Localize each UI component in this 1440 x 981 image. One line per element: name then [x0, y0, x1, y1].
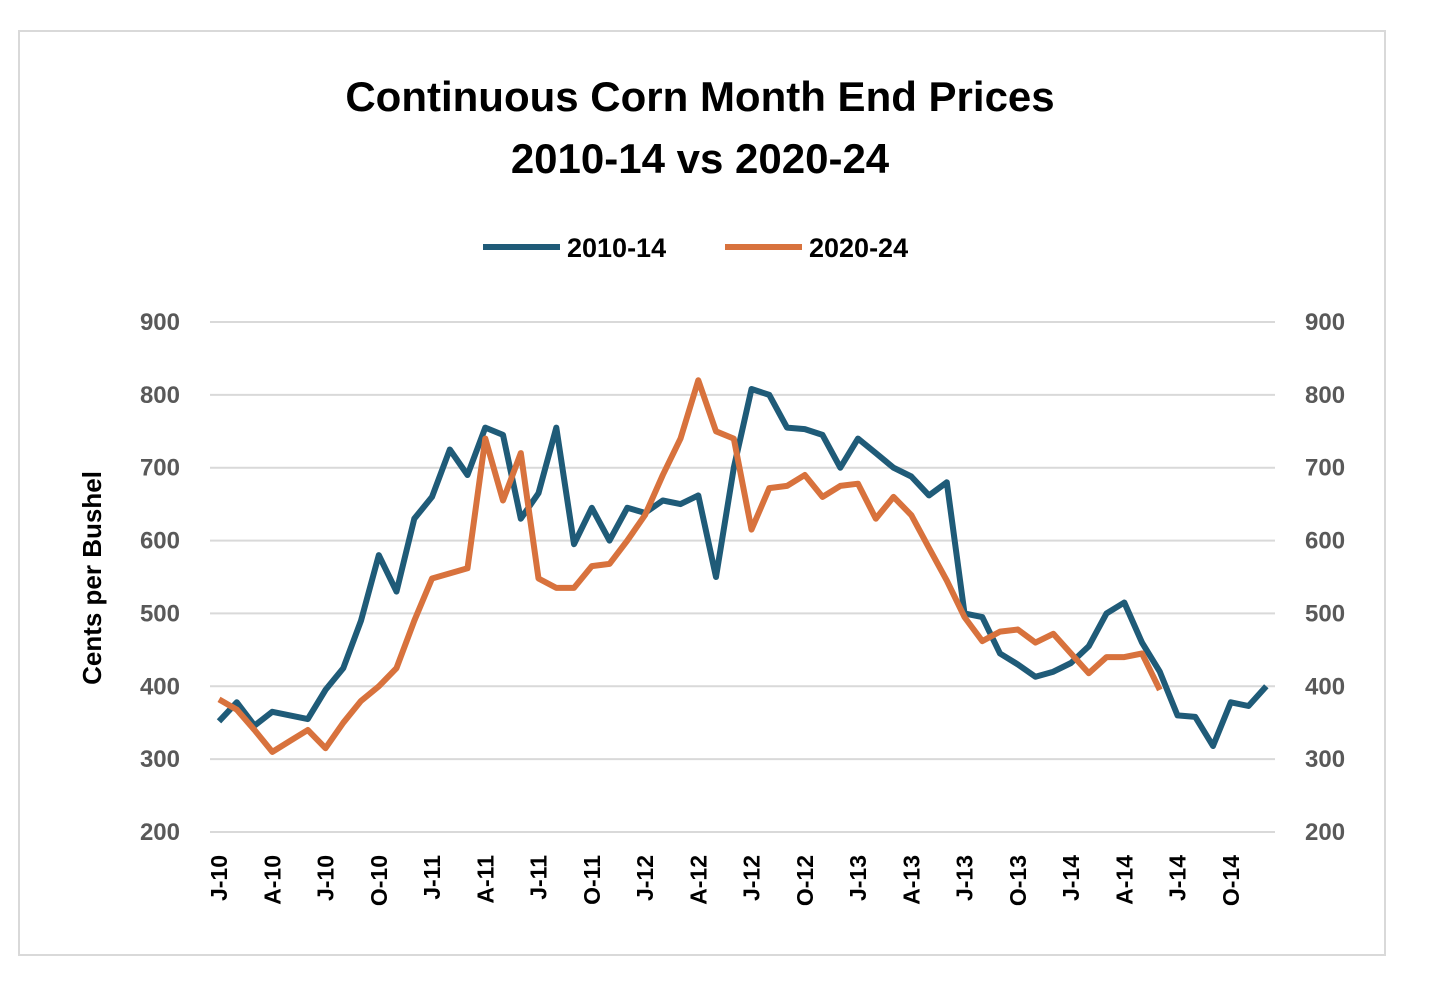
x-tick-label: J-14	[1165, 855, 1191, 901]
y-tick-label-right: 500	[1305, 600, 1345, 627]
y-tick-label-right: 200	[1305, 819, 1345, 846]
y-tick-label-left: 900	[140, 309, 180, 336]
x-tick-label: J-10	[206, 855, 232, 901]
y-tick-label-left: 600	[140, 528, 180, 555]
x-tick-label: O-11	[579, 855, 605, 905]
x-tick-label: J-11	[526, 855, 552, 900]
y-tick-label-right: 300	[1305, 746, 1345, 773]
x-tick-label: A-14	[1111, 855, 1137, 905]
series-line-2010-14	[216, 386, 1269, 749]
chart-title-line1: Continuous Corn Month End Prices	[345, 73, 1055, 120]
y-tick-label-left: 700	[140, 455, 180, 482]
x-tick-label: O-13	[1005, 855, 1031, 906]
chart-title: Continuous Corn Month End Prices 2010-14…	[0, 66, 1400, 190]
y-tick-label-right: 700	[1305, 455, 1345, 482]
legend-label: 2010-14	[567, 233, 666, 263]
x-tick-label: J-11	[419, 855, 445, 900]
x-tick-label: J-10	[313, 855, 339, 901]
x-tick-label: A-10	[259, 855, 285, 905]
x-tick-label: J-13	[952, 855, 978, 901]
x-tick-label: O-12	[792, 855, 818, 906]
y-tick-label-left: 200	[140, 819, 180, 846]
x-tick-label: A-13	[898, 855, 924, 905]
x-tick-label: O-14	[1218, 855, 1244, 906]
x-tick-label: A-12	[685, 855, 711, 905]
y-tick-label-left: 300	[140, 746, 180, 773]
series-line-2020-24	[217, 377, 1163, 755]
y-tick-label-right: 600	[1305, 528, 1345, 555]
x-tick-label: J-14	[1058, 855, 1084, 901]
x-tick-label: J-12	[739, 855, 765, 901]
x-tick-label: J-12	[632, 855, 658, 901]
y-tick-label-right: 800	[1305, 382, 1345, 409]
x-tick-label: J-13	[845, 855, 871, 901]
x-tick-label: A-11	[472, 855, 498, 904]
x-tick-label: O-10	[366, 855, 392, 906]
y-tick-label-right: 900	[1305, 309, 1345, 336]
chart-subtitle: 2010-14 vs 2020-24	[510, 135, 890, 182]
y-tick-label-left: 800	[140, 382, 180, 409]
y-tick-label-left: 400	[140, 673, 180, 700]
legend-label: 2020-24	[809, 233, 908, 263]
y-tick-label-left: 500	[140, 600, 180, 627]
y-tick-label-right: 400	[1305, 673, 1345, 700]
chart-frame	[18, 30, 1386, 956]
y-axis-label: Cents per Bushel	[77, 471, 107, 685]
